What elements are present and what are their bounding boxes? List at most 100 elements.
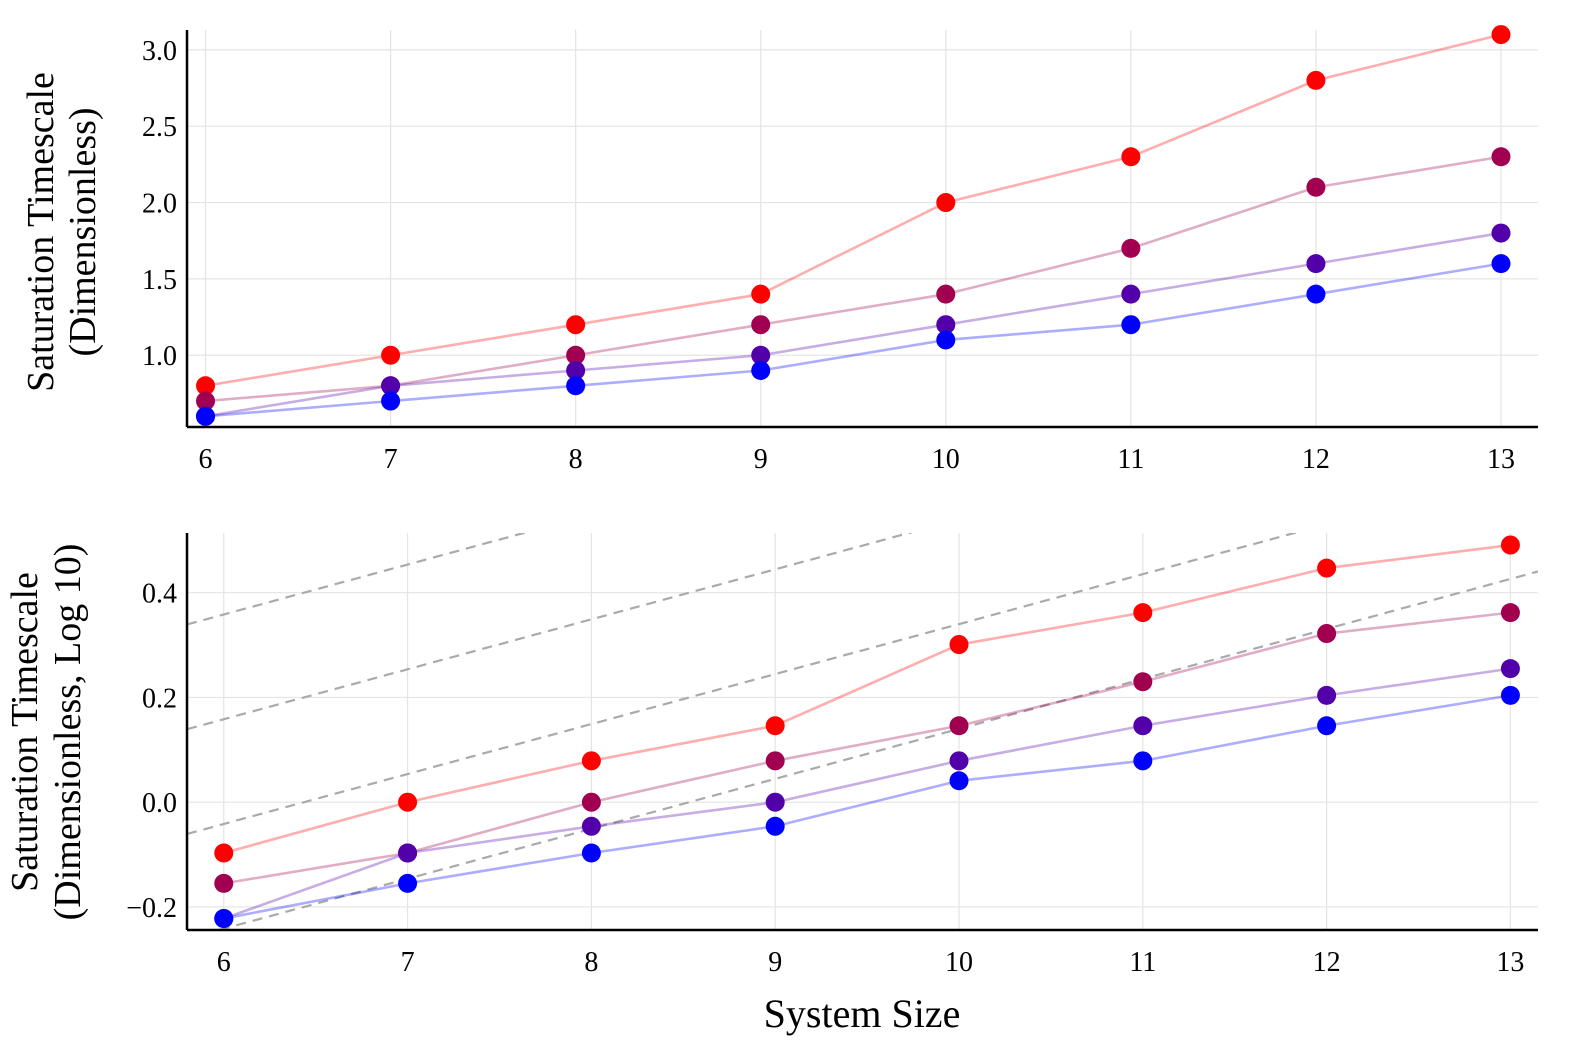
top-series-3-point	[1306, 254, 1326, 274]
top-series-2-point	[1491, 147, 1511, 167]
bottom-x-tick-label: 13	[1496, 947, 1524, 978]
top-series-group	[196, 25, 1511, 426]
bottom-x-tick-label: 11	[1129, 947, 1156, 978]
bottom-series-4-point	[581, 843, 601, 863]
top-tick-labels: 6 7 8 9 10 11 12 13 1.0 1.5 2.0 2.5 3.0	[142, 36, 1515, 475]
bottom-series-4-point	[1317, 716, 1337, 736]
bottom-series-3-point	[1317, 685, 1337, 705]
top-series-1-line	[205, 33, 1502, 388]
top-series-3-line	[205, 231, 1502, 418]
bottom-axes	[185, 533, 1538, 932]
top-axes	[185, 30, 1538, 429]
top-x-tick-label: 12	[1302, 444, 1330, 475]
bottom-series-2-point	[581, 792, 601, 812]
bottom-series-3-point	[1500, 659, 1520, 679]
bottom-series-group	[214, 535, 1520, 928]
bottom-reference-line	[187, 533, 914, 731]
bottom-series-3-point	[398, 843, 418, 863]
bottom-x-tick-label: 7	[401, 947, 415, 978]
bottom-series-1-point	[1500, 535, 1520, 555]
top-x-tick-label: 6	[199, 444, 213, 475]
top-series-2-point	[196, 391, 216, 411]
bottom-series-3-line	[223, 667, 1511, 920]
bottom-x-tick-label: 6	[217, 947, 231, 978]
top-gridlines	[187, 30, 1538, 427]
top-y-axis-title-line2: (Dimensionless)	[62, 107, 104, 356]
bottom-panel: 6 7 8 9 10 11 12 13 −0.2 0.0 0.2 0.4 Saturation Tim…	[4, 533, 1538, 1036]
top-series-1-point	[1306, 70, 1326, 90]
top-series-4-point	[381, 391, 401, 411]
top-series-4-point	[196, 406, 216, 426]
bottom-series-2-point	[765, 751, 785, 771]
bottom-reference-line	[214, 570, 1538, 930]
bottom-y-tick-label: 0.0	[142, 788, 177, 819]
top-series-2-line	[205, 155, 1502, 403]
top-y-tick-label: 3.0	[142, 36, 177, 67]
top-y-tick-label: 2.0	[142, 189, 177, 220]
bottom-x-tick-label: 12	[1313, 947, 1341, 978]
top-series-2-point	[751, 315, 771, 335]
bottom-x-tick-label: 8	[584, 947, 598, 978]
bottom-series-2-point	[1500, 603, 1520, 623]
top-x-tick-label: 10	[932, 444, 960, 475]
bottom-reference-line	[187, 533, 1299, 836]
bottom-y-tick-label: 0.4	[142, 579, 177, 610]
top-x-tick-label: 7	[384, 444, 398, 475]
bottom-series-4-point	[765, 816, 785, 836]
top-series-1-point	[936, 193, 956, 213]
top-series-1-point	[381, 345, 401, 365]
bottom-series-2-point	[1317, 624, 1337, 644]
bottom-series-4-point	[1500, 685, 1520, 705]
bottom-tick-labels: 6 7 8 9 10 11 12 13 −0.2 0.0 0.2 0.4	[126, 579, 1524, 978]
bottom-series-1-point	[214, 843, 234, 863]
bottom-x-tick-label: 9	[768, 947, 782, 978]
bottom-series-3-point	[1133, 716, 1153, 736]
top-series-2-point	[1306, 177, 1326, 197]
top-series-4-point	[751, 361, 771, 381]
bottom-series-2-line	[223, 611, 1511, 885]
x-axis-title: System Size	[764, 991, 961, 1036]
top-series-1-point	[566, 315, 586, 335]
bottom-series-4-point	[949, 771, 969, 791]
bottom-reference-lines	[187, 533, 1538, 930]
top-series-4-point	[936, 330, 956, 350]
bottom-series-1-point	[949, 635, 969, 655]
bottom-series-4-line	[223, 694, 1511, 920]
bottom-series-2-point	[1133, 672, 1153, 692]
top-series-4-point	[1306, 284, 1326, 304]
top-y-axis-title-line1: Saturation Timescale	[20, 72, 62, 392]
top-series-3-point	[1121, 284, 1141, 304]
top-series-2-point	[936, 284, 956, 304]
top-series-4-line	[205, 262, 1502, 418]
top-series-1-point	[196, 376, 216, 396]
top-series-2-point	[1121, 238, 1141, 258]
top-series-3-point	[1491, 223, 1511, 243]
bottom-series-3-point	[765, 792, 785, 812]
bottom-series-1-point	[1317, 558, 1337, 578]
bottom-y-tick-label: −0.2	[126, 893, 177, 924]
bottom-series-1-point	[1133, 603, 1153, 623]
top-series-4-point	[566, 376, 586, 396]
bottom-y-axis-title-line2: (Dimensionless, Log 10)	[47, 544, 89, 921]
top-y-tick-label: 2.5	[142, 112, 177, 143]
bottom-series-1-point	[581, 751, 601, 771]
bottom-series-1-line	[223, 543, 1511, 855]
bottom-x-tick-label: 10	[945, 947, 973, 978]
top-x-tick-label: 8	[569, 444, 583, 475]
top-series-4-point	[1491, 254, 1511, 274]
bottom-series-2-point	[949, 716, 969, 736]
top-series-3-point	[936, 315, 956, 335]
bottom-y-axis-title-line1: Saturation Timescale	[4, 572, 46, 892]
bottom-series-2-point	[214, 873, 234, 893]
bottom-series-1-point	[398, 792, 418, 812]
top-x-tick-label: 9	[754, 444, 768, 475]
bottom-series-4-point	[398, 873, 418, 893]
top-series-4-point	[1121, 315, 1141, 335]
top-y-tick-label: 1.0	[142, 341, 177, 372]
bottom-series-3-point	[949, 751, 969, 771]
top-series-3-point	[751, 345, 771, 365]
bottom-series-3-point	[581, 816, 601, 836]
bottom-gridlines	[187, 533, 1538, 930]
top-x-tick-label: 11	[1117, 444, 1144, 475]
